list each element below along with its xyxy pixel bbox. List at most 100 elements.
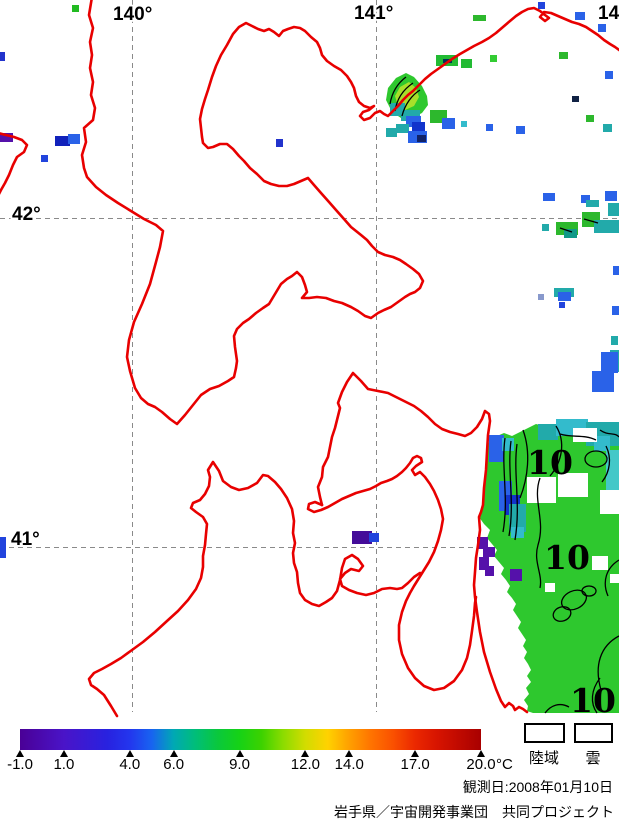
sst-pixel — [406, 116, 421, 127]
sst-pixel — [0, 52, 5, 61]
sst-pixel — [412, 122, 425, 132]
sst-pixel — [490, 55, 497, 62]
sst-pixel — [396, 124, 409, 133]
sst-pixel — [572, 96, 579, 102]
sst-pixel — [510, 569, 522, 581]
lon-label-141: 141° — [354, 3, 393, 24]
sst-pixel — [276, 139, 283, 147]
credit-line: 岩手県／宇宙開発事業団 共同プロジェクト — [334, 804, 614, 820]
sst-pixel — [417, 135, 426, 142]
coastline-shimokita-outer — [316, 371, 529, 714]
sst-pixel — [0, 537, 6, 558]
sst-pixel — [0, 133, 13, 142]
sst-pixel — [601, 352, 618, 373]
sst-pixel — [477, 537, 488, 549]
sst-pixel — [612, 306, 619, 315]
colorbar-tick-marker — [411, 750, 420, 757]
lon-label-142: 142° — [598, 3, 619, 24]
sst-pixel — [543, 193, 555, 201]
sst-pixel-layer — [0, 2, 619, 592]
colorbar-tick-label: 12.0 — [290, 756, 320, 773]
lat-label-41: 41° — [11, 529, 40, 550]
contour-label-10-upper: 10 — [527, 443, 573, 482]
colorbar-tick-marker — [345, 750, 354, 757]
contour-value-labels: 10 10 10 — [527, 443, 616, 720]
colorbar-tick-marker — [16, 750, 24, 757]
sst-pixel — [485, 566, 494, 576]
sst-pixel — [473, 15, 486, 21]
sst-pixel — [538, 294, 544, 300]
lon-label-140: 140° — [113, 4, 152, 25]
colorbar-tick-label: 14.0 — [334, 756, 364, 773]
sst-pixel — [461, 59, 472, 68]
sst-pixel — [611, 336, 618, 345]
legend-land-swatch — [524, 723, 565, 743]
sst-pixel — [55, 136, 70, 146]
colorbar-tick-label: 9.0 — [229, 756, 250, 773]
coastline-tsugaru-peninsula — [87, 460, 422, 718]
sst-pixel — [605, 71, 613, 79]
colorbar-tick-label: 17.0 — [400, 756, 430, 773]
coastline-shimokita-inner-mutsu-bay — [306, 454, 478, 692]
colorbar-tick-marker — [301, 750, 310, 757]
colorbar-tick-marker — [477, 750, 485, 757]
colorbar-tick-label: 20.0 — [466, 756, 496, 773]
legend-cloud-swatch — [574, 723, 613, 743]
sst-pixel — [581, 195, 590, 203]
sst-pixel — [538, 424, 558, 440]
contour-lines — [389, 76, 619, 714]
sst-pixel — [564, 229, 577, 238]
sst-pixel — [605, 191, 617, 201]
sst-pixel — [386, 128, 397, 137]
colorbar-tick-label: 4.0 — [119, 756, 141, 773]
colorbar-tick-marker — [59, 750, 68, 757]
observation-date: 観測日:2008年01月10日 — [462, 779, 613, 795]
sst-pixel — [545, 583, 555, 592]
legend-land-label: 陸域 — [528, 750, 560, 767]
graticule-labels: 140° 141° 142° 42° 41° — [9, 1, 619, 552]
sst-pixel — [516, 126, 525, 134]
sst-pixel — [608, 203, 619, 216]
sst-pixel — [559, 52, 568, 59]
coastline-west-fragment — [0, 132, 29, 195]
lat-label-42: 42° — [12, 204, 41, 225]
sst-pixel — [72, 5, 79, 12]
sst-pixel — [575, 12, 585, 20]
sst-pixel — [479, 557, 489, 570]
sst-pixel — [610, 574, 619, 583]
sst-field — [386, 73, 619, 713]
sst-pixel — [573, 428, 597, 442]
colorbar-unit-label: °C — [496, 756, 513, 773]
sst-pixel — [538, 2, 545, 9]
sst-pixel — [369, 533, 379, 542]
sst-pixel — [527, 477, 556, 503]
sst-pixel — [511, 527, 524, 538]
legend-cloud-label: 雲 — [585, 750, 601, 767]
colorbar-tick-label: 6.0 — [163, 756, 185, 773]
sst-pixel — [489, 435, 504, 462]
contour-label-10-lower: 10 — [570, 681, 616, 720]
sst-pixel — [600, 490, 619, 514]
sst-pixel — [603, 124, 612, 132]
colorbar-tick-label: 1.0 — [53, 756, 75, 773]
sst-pixel — [542, 224, 549, 231]
sst-pixel — [68, 134, 80, 144]
sst-pixel — [598, 24, 606, 32]
colorbar-tick-marker — [235, 750, 244, 757]
sst-pixel — [592, 371, 614, 392]
sst-pixel — [586, 200, 599, 207]
sst-pixel — [594, 220, 619, 233]
sst-pixel — [401, 110, 420, 121]
sst-pixel — [613, 266, 619, 275]
sst-pixel — [592, 556, 608, 570]
sst-pixel — [486, 124, 493, 131]
sst-pixel — [442, 118, 455, 129]
colorbar-tick-marker — [125, 750, 134, 757]
colorbar-tick-marker — [169, 750, 178, 757]
sst-pixel — [461, 121, 467, 127]
sst-pixel — [41, 155, 48, 162]
contour-label-10-middle: 10 — [544, 538, 590, 577]
coastline-hokkaido — [80, 0, 619, 426]
